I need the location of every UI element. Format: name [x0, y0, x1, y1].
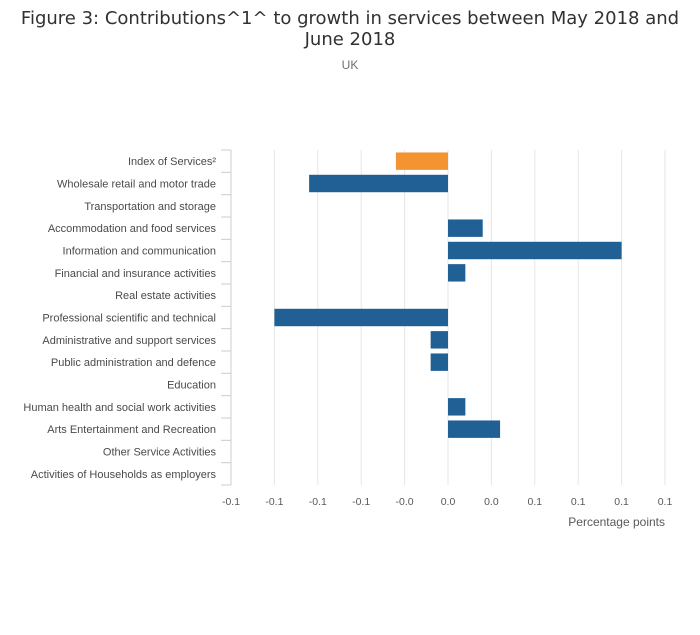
y-axis: Index of Services² Wholesale retail and m…	[23, 149, 232, 486]
bar	[430, 331, 448, 349]
y-tick-label: Financial and insurance activities	[55, 268, 217, 280]
y-tick-label: Accommodation and food services	[48, 223, 217, 235]
x-tick-label: 0.0	[441, 496, 456, 508]
x-tick-label: 0.1	[527, 496, 542, 508]
bar	[430, 353, 448, 371]
y-tick-label: Activities of Households as employers	[31, 469, 217, 481]
chart-title-line-2: June 2018	[304, 29, 396, 50]
x-tick-label: 0.1	[614, 496, 629, 508]
bar	[448, 420, 501, 438]
y-tick-label: Arts Entertainment and Recreation	[47, 424, 216, 436]
x-tick-label: 0.1	[658, 496, 673, 508]
y-tick-label: Professional scientific and technical	[42, 313, 216, 325]
y-tick-label: Wholesale retail and motor trade	[57, 179, 216, 191]
chart-subtitle: UK	[341, 58, 359, 72]
bar	[448, 241, 622, 260]
y-tick-label: Education	[167, 380, 216, 392]
x-tick-label: -0.1	[265, 496, 283, 508]
y-tick-label: Transportation and storage	[84, 201, 216, 213]
bar	[395, 152, 448, 170]
x-axis: -0.1 -0.1 -0.1 -0.1 -0.0 0.0 0.0 0.1 0.1 0.1 0.1	[222, 496, 672, 508]
x-tick-label: -0.1	[309, 496, 327, 508]
bar-series	[274, 152, 622, 438]
x-tick-label: 0.1	[571, 496, 586, 508]
x-tick-label: 0.0	[484, 496, 499, 508]
bar	[448, 264, 466, 282]
bar	[309, 174, 448, 193]
chart-title: Figure 3: Contributions^1^ to growth in …	[0, 8, 700, 50]
y-tick-label: Human health and social work activities	[23, 402, 216, 414]
x-tick-label: -0.0	[396, 496, 414, 508]
y-tick-label: Administrative and support services	[42, 335, 216, 347]
bar	[274, 308, 448, 327]
bar	[448, 398, 466, 416]
y-tick-label: Information and communication	[63, 246, 216, 258]
y-tick-label: Public administration and defence	[51, 357, 216, 369]
x-tick-label: -0.1	[222, 496, 240, 508]
y-tick-label: Real estate activities	[115, 290, 216, 302]
y-tick-label: Index of Services²	[128, 156, 216, 168]
chart-title-line-1: Figure 3: Contributions^1^ to growth in …	[20, 8, 680, 29]
x-tick-label: -0.1	[352, 496, 370, 508]
x-axis-title: Percentage points	[568, 515, 665, 529]
y-tick-label: Other Service Activities	[103, 447, 217, 459]
bar	[448, 219, 483, 237]
